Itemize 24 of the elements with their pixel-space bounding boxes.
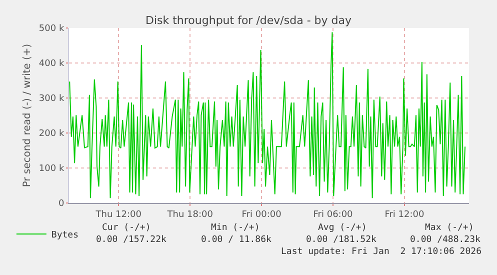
text: Cur (-/+) — [102, 223, 151, 233]
text: Last update: Fri Jan 2 17:10:06 2026 — [281, 247, 482, 257]
text: 0.00 / 11.86k — [201, 235, 272, 245]
x-tick-label: Fri 06:00 — [313, 210, 354, 220]
text: 0.00 /157.22k — [96, 235, 168, 245]
x-tick-label: Thu 18:00 — [166, 210, 214, 220]
x-tick-label: Fri 00:00 — [242, 210, 282, 220]
y-tick-label: 500 k — [38, 24, 65, 34]
line-series — [69, 32, 466, 199]
legend-label: Bytes — [51, 230, 79, 241]
text: 0.00 /181.52k — [306, 235, 378, 245]
text: Avg (-/+) — [318, 223, 367, 233]
y-axis-title: Pr second read (-) / write (+) — [22, 44, 33, 188]
x-tick-label: Thu 12:00 — [94, 210, 142, 220]
text: Min (-/+) — [211, 223, 260, 233]
x-tick-label: Fri 12:00 — [384, 210, 425, 220]
text: 0.00 /488.23k — [410, 235, 482, 245]
y-tick-label: 300 k — [38, 94, 65, 104]
y-tick-label: 200 k — [38, 129, 65, 140]
y-tick-label: 0 — [58, 199, 64, 210]
y-tick-label: 400 k — [38, 59, 65, 70]
text: Max (-/+) — [425, 223, 474, 233]
y-tick-label: 100 k — [38, 164, 65, 174]
chart-title: Disk throughput for /dev/sda - by day — [145, 14, 352, 27]
